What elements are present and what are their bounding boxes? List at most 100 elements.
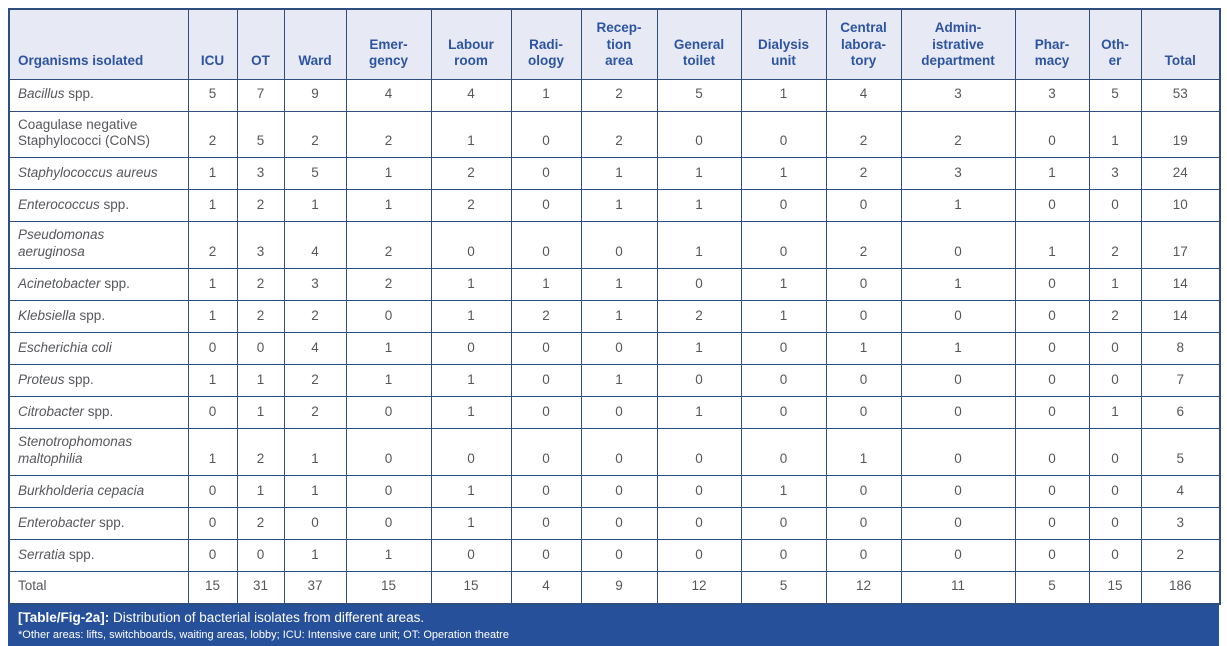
- organism-row: Pseudomonas aeruginosa 2 3 4 2 0 0 0 1 0 2 0 1 2 17: [8, 221, 1221, 270]
- count-cell: 0: [580, 475, 658, 509]
- count-cell: 1: [187, 300, 238, 334]
- count-cell: 1: [1088, 110, 1142, 159]
- count-cell: 0: [510, 110, 582, 159]
- organism-name-regular: Coagulase negative Staphylococci (CoNS): [18, 116, 151, 148]
- count-cell: 1: [187, 189, 238, 223]
- column-header-ot: OT: [236, 8, 285, 80]
- count-cell: 1: [740, 78, 827, 112]
- count-cell: 0: [1088, 428, 1142, 477]
- organism-row: Burkholderia cepacia 0 1 1 0 1 0 0 0 1 0 0 0 0 4: [8, 475, 1221, 509]
- count-cell: 0: [740, 507, 827, 541]
- count-cell: 9: [580, 571, 658, 605]
- count-cell: 0: [345, 507, 432, 541]
- count-cell: 1: [236, 475, 285, 509]
- count-cell: 0: [430, 428, 512, 477]
- count-cell: 4: [825, 78, 902, 112]
- organism-name-cell: Enterococcus spp.: [8, 189, 189, 223]
- count-cell: 1: [656, 221, 742, 270]
- count-cell: 0: [1014, 428, 1090, 477]
- count-cell: 37: [283, 571, 347, 605]
- count-cell: 1: [283, 539, 347, 573]
- count-cell: 1: [283, 189, 347, 223]
- count-cell: 0: [1014, 268, 1090, 302]
- count-cell: 0: [900, 428, 1016, 477]
- column-header-central-laboratory: Central labora- tory: [825, 8, 902, 80]
- organism-row: Acinetobacter spp. 1 2 3 2 1 1 1 0 1 0 1 0 1 14: [8, 268, 1221, 302]
- count-cell: 4: [430, 78, 512, 112]
- header-row: Organisms isolated ICU OT Ward Emer- gen…: [8, 8, 1221, 80]
- count-cell: 0: [656, 268, 742, 302]
- column-header-pharmacy: Phar- macy: [1014, 8, 1090, 80]
- organism-name-cell: Staphylococcus aureus: [8, 157, 189, 191]
- count-cell: 0: [825, 364, 902, 398]
- organism-row: Escherichia coli 0 0 4 1 0 0 0 1 0 1 1 0 0 8: [8, 332, 1221, 366]
- organism-name-italic: Bacillus: [18, 86, 65, 102]
- count-cell: 2: [345, 221, 432, 270]
- organism-name-italic: Enterobacter: [18, 514, 96, 530]
- count-cell: 19: [1140, 110, 1221, 159]
- count-cell: 2: [236, 428, 285, 477]
- count-cell: 1: [430, 396, 512, 430]
- column-header-labour-room: Labour room: [430, 8, 512, 80]
- organism-row: Staphylococcus aureus 1 3 5 1 2 0 1 1 1 2 3 1 3 24: [8, 157, 1221, 191]
- count-cell: 0: [430, 221, 512, 270]
- count-cell: 2: [187, 221, 238, 270]
- organism-name-regular: Total: [18, 578, 47, 594]
- count-cell: 0: [510, 332, 582, 366]
- organism-name-regular: spp.: [100, 275, 130, 291]
- count-cell: 0: [510, 428, 582, 477]
- column-header-total: Total: [1140, 8, 1221, 80]
- count-cell: 1: [740, 157, 827, 191]
- count-cell: 0: [825, 475, 902, 509]
- count-cell: 1: [1014, 157, 1090, 191]
- count-cell: 0: [430, 539, 512, 573]
- count-cell: 8: [1140, 332, 1221, 366]
- count-cell: 0: [825, 189, 902, 223]
- count-cell: 1: [825, 428, 902, 477]
- count-cell: 2: [825, 157, 902, 191]
- count-cell: 0: [187, 475, 238, 509]
- organism-name-regular: spp.: [84, 403, 114, 419]
- count-cell: 1: [430, 268, 512, 302]
- column-header-ward: Ward: [283, 8, 347, 80]
- count-cell: 5: [1088, 78, 1142, 112]
- organism-name-italic: Escherichia coli: [18, 339, 112, 355]
- count-cell: 17: [1140, 221, 1221, 270]
- count-cell: 0: [1014, 364, 1090, 398]
- organism-name-italic: Burkholderia cepacia: [18, 482, 145, 498]
- count-cell: 0: [430, 332, 512, 366]
- organism-row: Proteus spp. 1 1 2 1 1 0 1 0 0 0 0 0 0 7: [8, 364, 1221, 398]
- count-cell: 0: [1014, 300, 1090, 334]
- count-cell: 2: [510, 300, 582, 334]
- count-cell: 0: [740, 110, 827, 159]
- count-cell: 0: [510, 475, 582, 509]
- organism-name-cell: Serratia spp.: [8, 539, 189, 573]
- count-cell: 15: [187, 571, 238, 605]
- count-cell: 3: [900, 157, 1016, 191]
- count-cell: 0: [510, 221, 582, 270]
- count-cell: 0: [900, 475, 1016, 509]
- count-cell: 14: [1140, 300, 1221, 334]
- organism-name-italic: Staphylococcus aureus: [18, 164, 158, 180]
- count-cell: 6: [1140, 396, 1221, 430]
- count-cell: 7: [236, 78, 285, 112]
- count-cell: 1: [580, 189, 658, 223]
- column-header-radiology: Radi- ology: [510, 8, 582, 80]
- organism-name-cell: Escherichia coli: [8, 332, 189, 366]
- organism-row: Citrobacter spp. 0 1 2 0 1 0 0 1 0 0 0 0 1 6: [8, 396, 1221, 430]
- caption-text: Distribution of bacterial isolates from …: [109, 609, 425, 625]
- count-cell: 0: [900, 300, 1016, 334]
- count-cell: 3: [236, 221, 285, 270]
- count-cell: 0: [580, 428, 658, 477]
- organism-name-italic: Acinetobacter: [18, 275, 101, 291]
- count-cell: 0: [236, 539, 285, 573]
- count-cell: 0: [510, 507, 582, 541]
- count-cell: 0: [656, 364, 742, 398]
- count-cell: 2: [1088, 221, 1142, 270]
- count-cell: 4: [510, 571, 582, 605]
- organism-name-italic: Enterococcus: [18, 196, 100, 212]
- count-cell: 1: [900, 332, 1016, 366]
- count-cell: 7: [1140, 364, 1221, 398]
- count-cell: 0: [510, 396, 582, 430]
- count-cell: 1: [1014, 221, 1090, 270]
